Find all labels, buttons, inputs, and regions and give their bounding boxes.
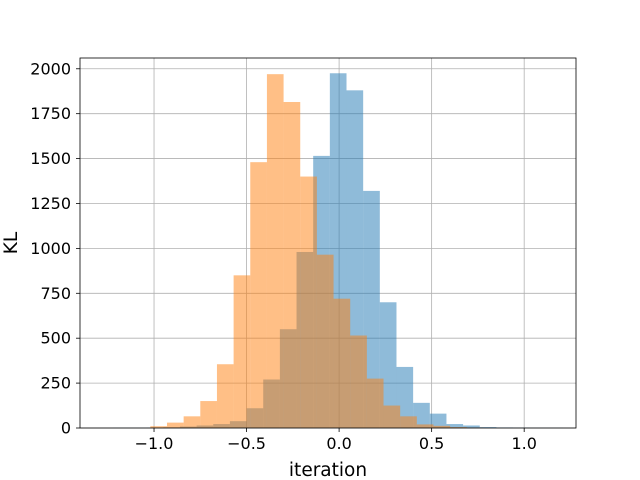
x-axis-label: iteration — [289, 460, 367, 480]
histogram-bar-series-2 — [300, 176, 317, 428]
histogram-bar-series-2 — [250, 162, 267, 429]
y-tick-label: 250 — [40, 374, 71, 393]
x-tick-label: 0.5 — [419, 434, 444, 453]
histogram-bar-series-2 — [283, 102, 301, 428]
y-tick-label: 1750 — [30, 104, 71, 123]
histogram-bar-series-2 — [183, 416, 201, 428]
histogram-bar-series-1 — [429, 413, 447, 428]
histogram-bars — [113, 73, 564, 429]
y-tick-label: 1500 — [30, 149, 71, 168]
histogram-bar-series-1 — [379, 302, 397, 428]
histogram-bar-series-2 — [150, 426, 167, 428]
histogram-bar-series-1 — [363, 190, 380, 428]
histogram-bar-series-1 — [479, 427, 497, 428]
y-tick-label: 500 — [40, 329, 71, 348]
histogram-bar-series-2 — [400, 416, 417, 428]
histogram-bar-series-2 — [416, 424, 434, 428]
y-axis-label: KL — [1, 231, 22, 254]
histogram-bar-series-2 — [266, 74, 284, 429]
histogram-bar-series-1 — [396, 366, 414, 428]
histogram-bar-series-2 — [366, 378, 384, 428]
histogram-bar-series-2 — [333, 298, 351, 428]
x-tick-label: 0.0 — [326, 434, 351, 453]
histogram-bar-series-1 — [463, 425, 480, 428]
histogram-bar-series-2 — [233, 275, 251, 428]
histogram-bar-series-2 — [200, 401, 217, 428]
axes-spines — [79, 57, 577, 429]
histogram-bar-series-2 — [383, 405, 401, 428]
histogram-bar-series-2 — [166, 422, 184, 428]
y-tick-label: 750 — [40, 284, 71, 303]
x-tick-label: −0.5 — [227, 434, 266, 453]
x-tick-label: −1.0 — [135, 434, 174, 453]
histogram-bar-series-2 — [316, 254, 334, 428]
histogram-bar-series-2 — [433, 425, 451, 428]
histogram-bar-series-2 — [216, 364, 234, 428]
y-tick-label: 1000 — [30, 239, 71, 258]
x-tick-label: 1.0 — [511, 434, 536, 453]
histogram-bar-series-2 — [450, 427, 467, 428]
histogram-bar-series-1 — [413, 402, 430, 428]
histogram-bar-series-2 — [350, 335, 367, 428]
y-tick-label: 2000 — [30, 59, 71, 78]
histogram-bar-series-1 — [446, 424, 464, 428]
plot-frame — [79, 57, 577, 429]
y-tick-label: 1250 — [30, 194, 71, 213]
y-tick-label: 0 — [61, 419, 71, 438]
axis-ticks: −1.0 −0.5 0.0 0.5 1.0 0 250 500 750 1000 1250 1500 1… — [30, 59, 537, 453]
